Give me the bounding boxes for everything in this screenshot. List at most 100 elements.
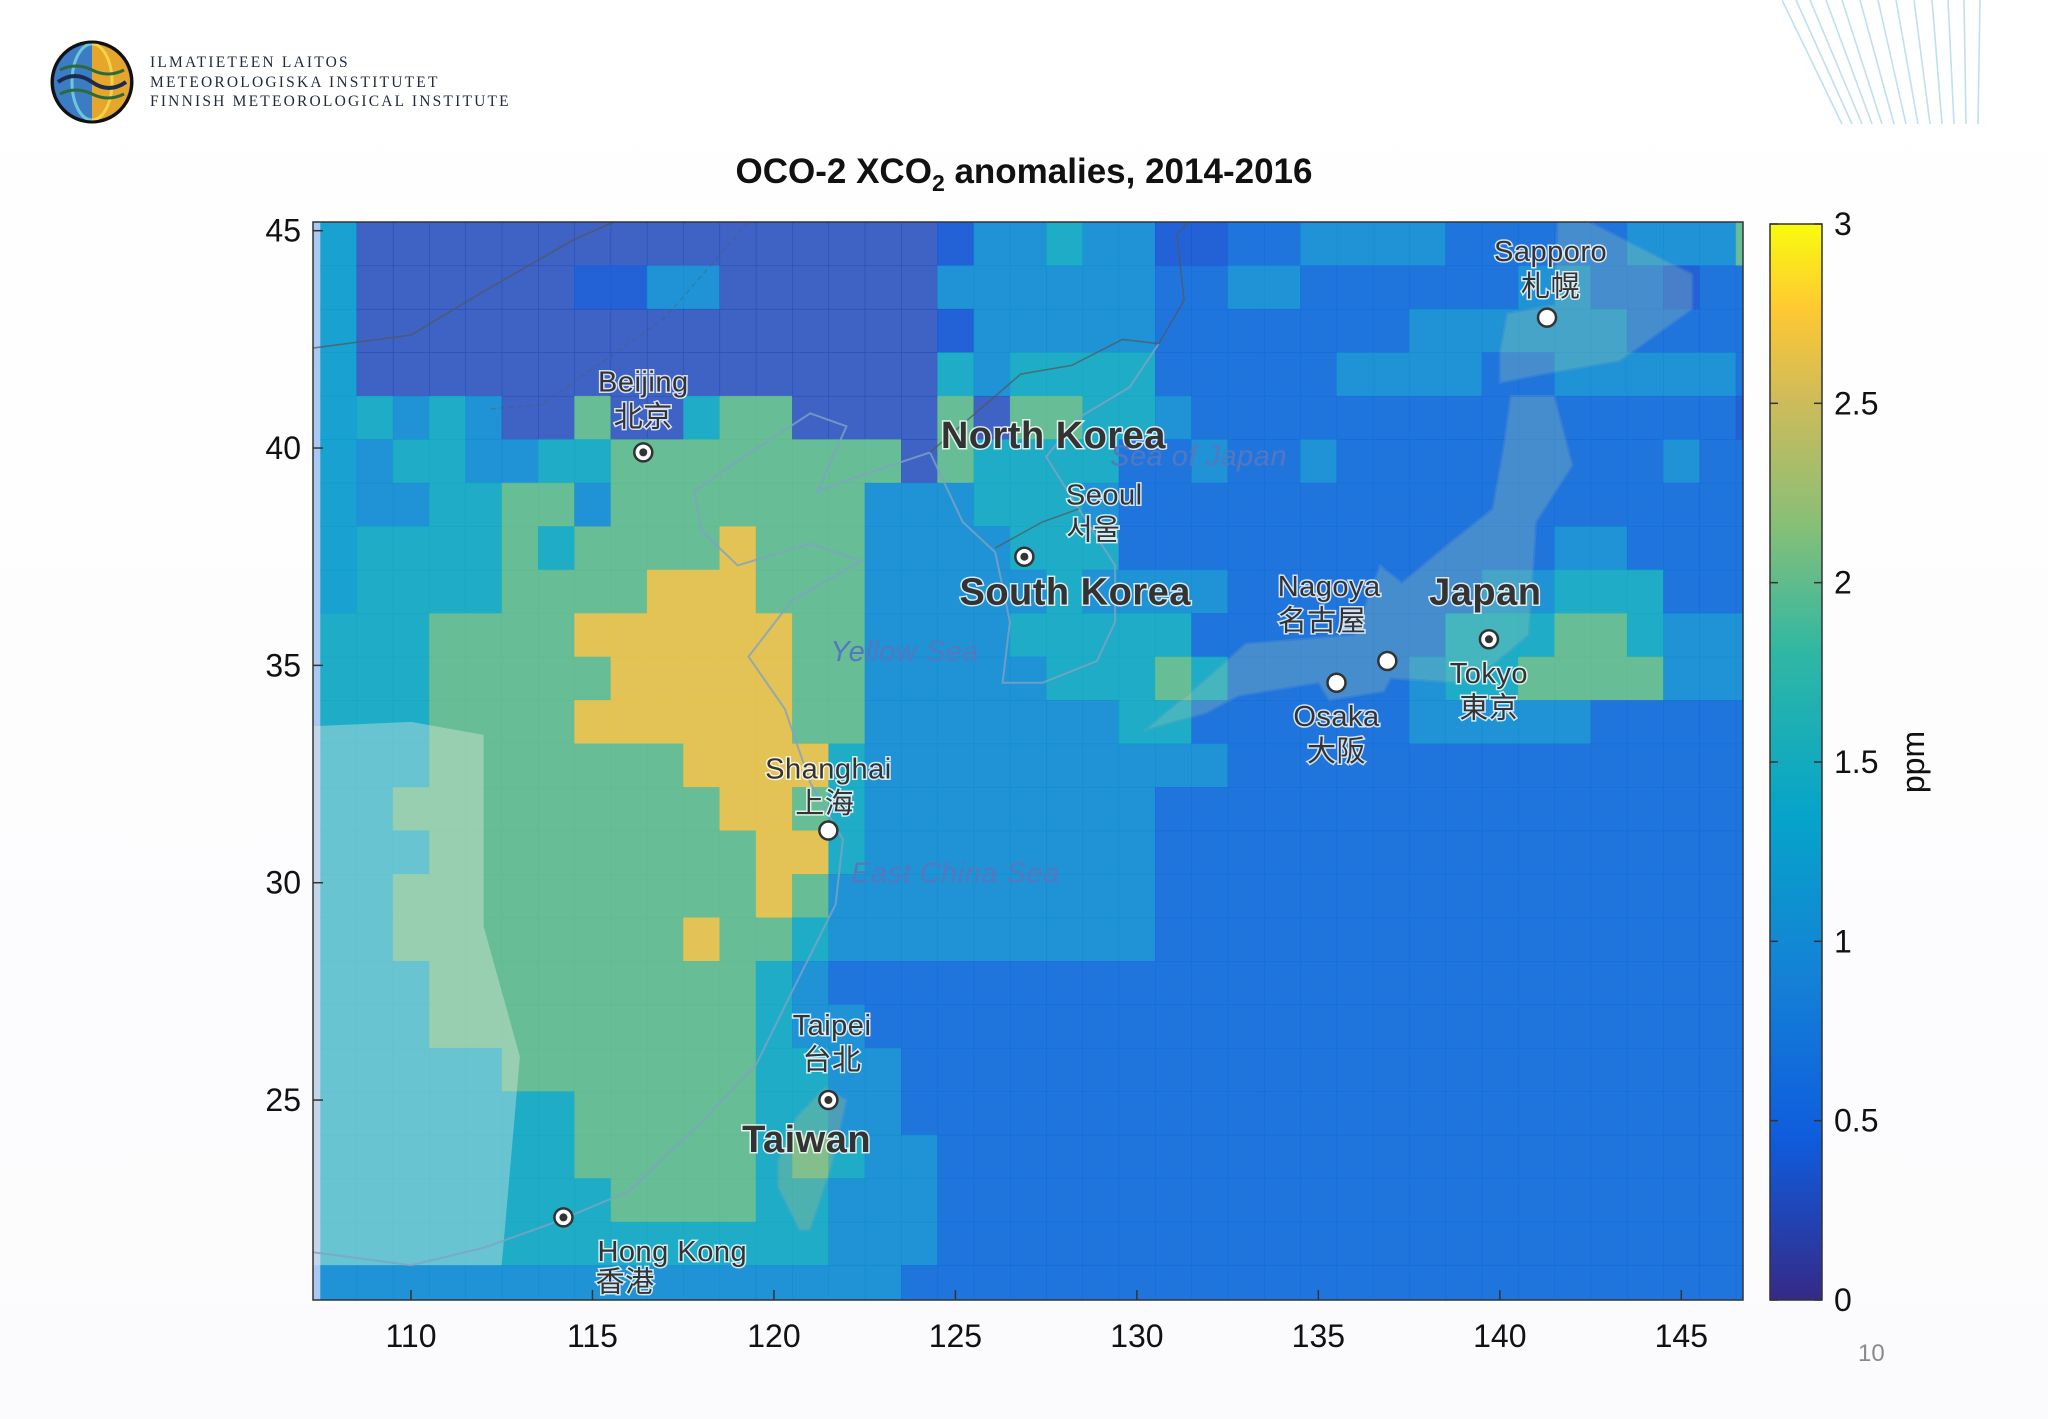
anomaly-cell [1554, 395, 1592, 440]
anomaly-cell [901, 352, 938, 397]
anomaly-cell [465, 526, 503, 571]
anomaly-cell [1263, 395, 1301, 440]
anomaly-cell [1191, 526, 1229, 571]
anomaly-cell [1009, 700, 1047, 745]
anomaly-cell [792, 222, 829, 267]
anomaly-cell [1227, 700, 1265, 745]
anomaly-cell [719, 656, 757, 701]
anomaly-cell [429, 874, 466, 919]
fmi-globe-logo-icon [50, 40, 134, 124]
anomaly-cell [356, 482, 394, 527]
anomaly-cell [1626, 395, 1664, 440]
anomaly-cell [610, 1004, 648, 1049]
anomaly-cell [1445, 743, 1483, 788]
anomaly-cell [646, 439, 684, 484]
anomaly-cell [1082, 613, 1120, 658]
anomaly-cell [501, 874, 539, 919]
anomaly-cell [1191, 613, 1229, 658]
anomaly-cell [465, 395, 503, 440]
anomaly-cell [1481, 395, 1519, 440]
anomaly-cell [1554, 1178, 1592, 1223]
anomaly-cell [356, 1134, 394, 1179]
anomaly-cell [392, 1178, 430, 1223]
anomaly-cell [646, 1091, 684, 1136]
anomaly-cell [1518, 1091, 1555, 1136]
anomaly-cell [901, 439, 938, 484]
org-name-finnish: ILMATIETEEN LAITOS [150, 54, 350, 71]
anomaly-cell [1009, 569, 1047, 614]
anomaly-cell [1118, 1091, 1156, 1136]
anomaly-cell [1155, 1221, 1192, 1266]
anomaly-cell [1409, 656, 1446, 701]
anomaly-cell [1009, 482, 1047, 527]
anomaly-cell [1009, 961, 1047, 1006]
anomaly-cell [1590, 656, 1628, 701]
anomaly-cell [1227, 395, 1265, 440]
anomaly-cell [755, 743, 793, 788]
map-label-city-cjk: 大阪 [1307, 735, 1366, 768]
anomaly-cell [1735, 569, 1743, 614]
anomaly-cell [755, 613, 793, 658]
anomaly-cell [1155, 1091, 1192, 1136]
x-tick-label: 125 [929, 1318, 982, 1354]
anomaly-cell [719, 917, 757, 962]
anomaly-cell [1409, 1221, 1446, 1266]
anomaly-cell [828, 222, 866, 267]
colorbar-ticks: 0 0.5 1 1.5 2 2.5 3 [1770, 206, 1878, 1318]
anomaly-cell [538, 352, 575, 397]
anomaly-cell [1699, 743, 1737, 788]
anomaly-cell [429, 482, 466, 527]
anomaly-cell [1735, 613, 1743, 658]
map-label-city-cjk: 名古屋 [1278, 605, 1367, 638]
anomaly-cell [1336, 830, 1374, 875]
anomaly-cell [1336, 395, 1374, 440]
anomaly-cell [864, 352, 902, 397]
anomaly-cell [683, 526, 721, 571]
anomaly-cell [937, 439, 975, 484]
colorbar-tick-label: 1.5 [1834, 744, 1878, 780]
anomaly-cell [1155, 482, 1192, 527]
anomaly-cell [1336, 700, 1374, 745]
anomaly-cell [610, 1265, 648, 1300]
anomaly-cell [1227, 1004, 1265, 1049]
anomaly-cell [864, 961, 902, 1006]
anomaly-cell [864, 222, 902, 267]
anomaly-cell [1735, 830, 1743, 875]
anomaly-cell [1409, 526, 1446, 571]
anomaly-cell [901, 482, 938, 527]
anomaly-cell [1227, 1221, 1265, 1266]
anomaly-cell [1300, 700, 1338, 745]
anomaly-cell [1372, 482, 1410, 527]
anomaly-cell [937, 743, 975, 788]
anomaly-cell [538, 1221, 575, 1266]
anomaly-cell [1554, 1047, 1592, 1092]
anomaly-cell [1263, 700, 1301, 745]
anomaly-cell [501, 569, 539, 614]
anomaly-cell [864, 569, 902, 614]
anomaly-cell [465, 656, 503, 701]
anomaly-cell [1155, 830, 1192, 875]
anomaly-cell [864, 526, 902, 571]
anomaly-cell [610, 308, 648, 353]
anomaly-cell [1445, 830, 1483, 875]
anomaly-cell [501, 961, 539, 1006]
city-marker-dot-beijing [639, 448, 648, 457]
anomaly-cell [1663, 1004, 1701, 1049]
anomaly-cell [1191, 265, 1229, 310]
anomaly-cell [465, 1091, 503, 1136]
anomaly-cell [646, 265, 684, 310]
anomaly-cell [1009, 874, 1047, 919]
anomaly-cell [864, 787, 902, 832]
anomaly-cell [755, 308, 793, 353]
anomaly-cell [646, 526, 684, 571]
anomaly-cell [1372, 265, 1410, 310]
anomaly-cell [683, 700, 721, 745]
anomaly-cell [646, 1047, 684, 1092]
city-marker-dot-tokyo [1484, 635, 1493, 644]
anomaly-cell [828, 1004, 866, 1049]
anomaly-cell [1227, 1134, 1265, 1179]
anomaly-cell [1409, 787, 1446, 832]
anomaly-cell [1626, 1178, 1664, 1223]
anomaly-cell [1046, 961, 1083, 1006]
anomaly-cell [356, 787, 394, 832]
